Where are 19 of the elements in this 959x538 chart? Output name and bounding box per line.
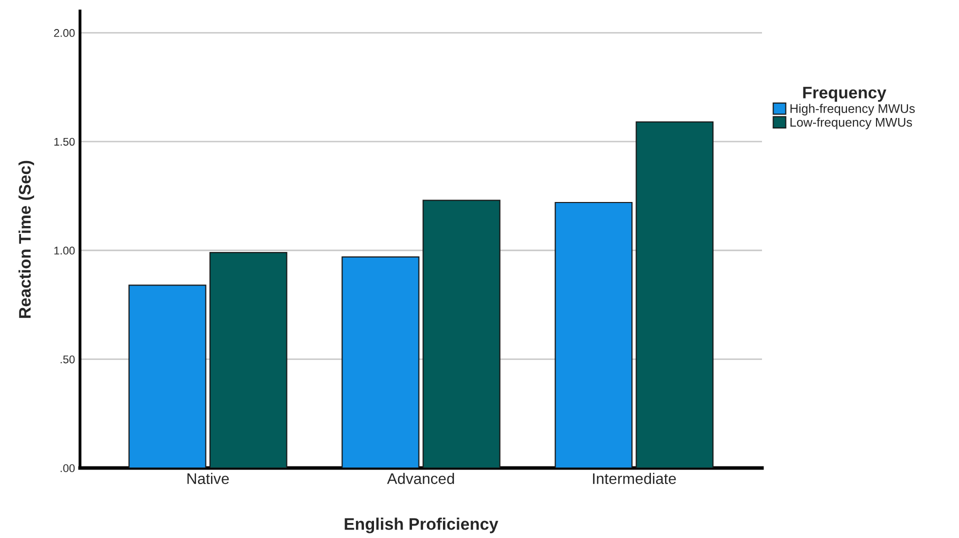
y-tick-label: .00 — [60, 464, 75, 472]
x-axis-title: English Proficiency — [344, 518, 498, 534]
x-tick-label: Native — [187, 472, 229, 484]
legend-title: Frequency — [803, 86, 886, 102]
bar — [342, 256, 420, 468]
bar — [209, 252, 288, 468]
bar — [554, 202, 633, 468]
bar — [128, 284, 206, 468]
y-tick-label: .50 — [60, 355, 75, 364]
bar — [422, 200, 500, 468]
bar — [636, 121, 714, 468]
legend-label: Low-frequency MWUs — [790, 118, 912, 130]
legend-label: High-frequency MWUs — [790, 104, 915, 116]
x-tick-label: Intermediate — [593, 472, 676, 484]
y-tick-label: 1.00 — [54, 246, 75, 255]
y-tick-label: 2.00 — [54, 29, 75, 37]
y-tick-label: 1.50 — [54, 138, 75, 146]
y-axis-title: Reaction Time (Sec) — [18, 160, 34, 318]
x-tick-label: Advanced — [387, 472, 454, 484]
